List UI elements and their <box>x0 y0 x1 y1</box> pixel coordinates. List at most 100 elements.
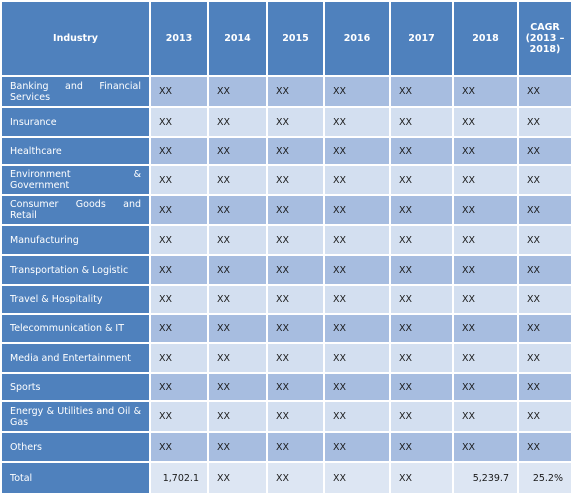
data-cell: XX <box>207 372 268 402</box>
data-cell: XX <box>389 372 454 402</box>
table-row: Insurance XX XX XX XX XX XX XX <box>0 106 571 138</box>
header-cell: 2014 <box>207 0 268 77</box>
header-cell: 2017 <box>389 0 454 77</box>
row-label: Total <box>0 461 151 495</box>
data-cell: XX <box>323 106 391 138</box>
data-cell: XX <box>389 284 454 315</box>
data-cell: XX <box>266 342 325 374</box>
row-label: Telecommunication & IT <box>0 313 151 344</box>
data-cell: XX <box>149 164 209 196</box>
data-cell: XX <box>266 106 325 138</box>
data-cell: XX <box>323 164 391 196</box>
data-cell: XX <box>207 224 268 256</box>
data-cell: XX <box>517 400 571 433</box>
data-cell: XX <box>323 75 391 108</box>
data-cell: XX <box>266 284 325 315</box>
header-cell: 2016 <box>323 0 391 77</box>
data-cell: XX <box>452 75 519 108</box>
data-cell: XX <box>517 431 571 463</box>
data-cell: XX <box>323 461 391 495</box>
data-cell: XX <box>149 313 209 344</box>
data-cell: XX <box>452 224 519 256</box>
data-cell: XX <box>266 75 325 108</box>
data-cell: XX <box>323 313 391 344</box>
data-cell: XX <box>207 254 268 286</box>
data-cell: 5,239.7 <box>452 461 519 495</box>
data-cell: XX <box>266 164 325 196</box>
row-label: Transportation & Logistic <box>0 254 151 286</box>
data-cell: XX <box>452 400 519 433</box>
data-cell: XX <box>389 194 454 226</box>
data-cell: XX <box>452 136 519 166</box>
data-cell: XX <box>266 224 325 256</box>
data-cell: XX <box>149 342 209 374</box>
data-cell: XX <box>517 224 571 256</box>
data-cell: XX <box>452 106 519 138</box>
table-row: Consumer Goods and Retail XX XX XX XX XX XX XX <box>0 194 571 226</box>
table-row: Energy & Utilities and Oil & Gas XX XX XX XX… <box>0 400 571 433</box>
data-cell: XX <box>207 284 268 315</box>
data-cell: XX <box>517 136 571 166</box>
data-cell: XX <box>266 136 325 166</box>
data-cell: 1,702.1 <box>149 461 209 495</box>
data-cell: XX <box>517 254 571 286</box>
data-cell: 25.2% <box>517 461 571 495</box>
data-cell: XX <box>452 164 519 196</box>
data-cell: XX <box>323 342 391 374</box>
row-label: Insurance <box>0 106 151 138</box>
data-cell: XX <box>207 461 268 495</box>
data-cell: XX <box>207 194 268 226</box>
table-row: Total 1,702.1 XX XX XX XX 5,239.7 25.2% <box>0 461 571 495</box>
data-cell: XX <box>149 431 209 463</box>
data-cell: XX <box>389 164 454 196</box>
table-row: Media and Entertainment XX XX XX XX XX XX XX <box>0 342 571 374</box>
data-cell: XX <box>389 461 454 495</box>
data-cell: XX <box>389 313 454 344</box>
data-cell: XX <box>149 284 209 315</box>
data-cell: XX <box>207 164 268 196</box>
data-cell: XX <box>207 313 268 344</box>
data-cell: XX <box>266 431 325 463</box>
row-label: Banking and Financial Services <box>0 75 151 108</box>
data-cell: XX <box>149 75 209 108</box>
header-cell: CAGR (2013 – 2018) <box>517 0 571 77</box>
data-cell: XX <box>323 194 391 226</box>
data-cell: XX <box>517 372 571 402</box>
data-cell: XX <box>207 106 268 138</box>
data-cell: XX <box>389 75 454 108</box>
data-cell: XX <box>323 372 391 402</box>
table-row: Telecommunication & IT XX XX XX XX XX XX XX <box>0 313 571 344</box>
data-cell: XX <box>207 75 268 108</box>
row-label: Travel & Hospitality <box>0 284 151 315</box>
data-cell: XX <box>389 254 454 286</box>
data-cell: XX <box>517 313 571 344</box>
data-cell: XX <box>266 372 325 402</box>
row-label: Consumer Goods and Retail <box>0 194 151 226</box>
data-cell: XX <box>207 136 268 166</box>
data-cell: XX <box>452 313 519 344</box>
data-cell: XX <box>149 372 209 402</box>
row-label: Manufacturing <box>0 224 151 256</box>
row-label: Media and Entertainment <box>0 342 151 374</box>
data-cell: XX <box>149 194 209 226</box>
data-cell: XX <box>517 194 571 226</box>
row-label: Sports <box>0 372 151 402</box>
data-cell: XX <box>517 106 571 138</box>
data-cell: XX <box>149 106 209 138</box>
table-row: Manufacturing XX XX XX XX XX XX XX <box>0 224 571 256</box>
data-cell: XX <box>266 400 325 433</box>
table-body: Banking and Financial Services XX XX XX XX XX… <box>0 75 571 495</box>
data-cell: XX <box>323 400 391 433</box>
data-cell: XX <box>323 431 391 463</box>
data-cell: XX <box>389 400 454 433</box>
data-cell: XX <box>452 431 519 463</box>
data-cell: XX <box>149 400 209 433</box>
data-cell: XX <box>389 106 454 138</box>
table-row: Others XX XX XX XX XX XX XX <box>0 431 571 463</box>
data-cell: XX <box>389 342 454 374</box>
data-cell: XX <box>207 400 268 433</box>
data-cell: XX <box>389 136 454 166</box>
data-cell: XX <box>266 254 325 286</box>
